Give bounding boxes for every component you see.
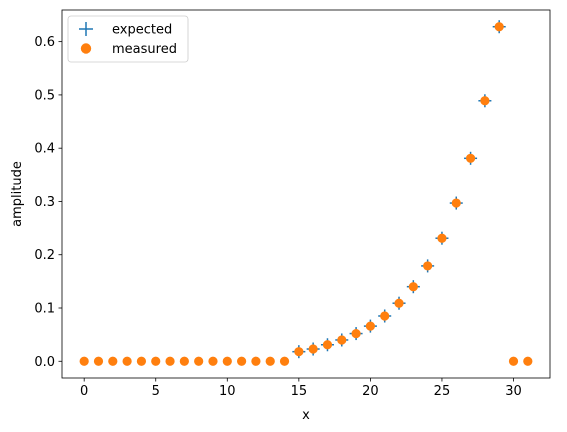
measured-point bbox=[408, 282, 418, 292]
y-tick-label: 0.3 bbox=[34, 195, 55, 210]
y-tick-label: 0.1 bbox=[34, 302, 55, 317]
measured-point bbox=[365, 321, 375, 331]
measured-point bbox=[380, 311, 390, 321]
measured-point bbox=[451, 198, 461, 208]
measured-point bbox=[151, 356, 161, 366]
legend-box bbox=[67, 15, 189, 63]
measured-point bbox=[308, 344, 318, 354]
measured-point bbox=[222, 356, 232, 366]
measured-point bbox=[508, 356, 519, 366]
y-tick-label: 0.4 bbox=[34, 142, 55, 157]
measured-point bbox=[122, 356, 132, 366]
y-tick-label: 0.0 bbox=[34, 355, 55, 370]
legend-expected-label: expected bbox=[112, 23, 172, 38]
measured-point bbox=[194, 356, 204, 366]
measured-point bbox=[251, 356, 261, 366]
measured-point bbox=[394, 298, 404, 308]
measured-point bbox=[494, 22, 504, 32]
legend: expected measured bbox=[67, 15, 189, 63]
x-tick-label: 20 bbox=[362, 384, 379, 399]
measured-point bbox=[279, 356, 290, 366]
y-axis-ticks: 0.0 0.1 0.2 0.3 0.4 0.5 0.6 bbox=[34, 35, 62, 370]
measured-point bbox=[294, 347, 304, 357]
measured-point bbox=[79, 356, 89, 366]
measured-point bbox=[93, 356, 104, 366]
measured-point bbox=[237, 356, 247, 366]
measured-point bbox=[208, 356, 218, 366]
legend-expected-marker bbox=[79, 22, 93, 36]
y-tick-label: 0.5 bbox=[34, 88, 55, 103]
measured-point bbox=[437, 233, 447, 243]
legend-measured-marker bbox=[80, 43, 92, 54]
measured-point bbox=[165, 356, 175, 366]
x-axis-label: x bbox=[302, 408, 310, 423]
measured-point bbox=[465, 153, 476, 163]
measured-point bbox=[265, 356, 275, 366]
measured-point bbox=[351, 328, 361, 339]
x-tick-label: 10 bbox=[219, 384, 236, 399]
x-axis-ticks: 0 5 10 15 20 25 30 bbox=[80, 378, 522, 399]
measured-point bbox=[480, 96, 490, 106]
y-axis-label: amplitude bbox=[10, 161, 25, 227]
measured-point bbox=[108, 356, 118, 366]
legend-measured-label: measured bbox=[112, 42, 177, 57]
measured-point bbox=[179, 356, 189, 366]
x-tick-label: 5 bbox=[152, 384, 160, 399]
x-tick-label: 30 bbox=[505, 384, 522, 399]
y-tick-label: 0.2 bbox=[34, 248, 55, 263]
plot-area-marks bbox=[79, 20, 533, 366]
x-tick-label: 0 bbox=[80, 384, 88, 399]
measured-point bbox=[523, 356, 533, 366]
measured-point bbox=[423, 261, 433, 271]
measured-point bbox=[337, 335, 347, 345]
y-tick-label: 0.6 bbox=[34, 35, 55, 50]
plot-frame bbox=[61, 9, 551, 379]
measured-point bbox=[322, 340, 333, 350]
measured-point bbox=[136, 356, 147, 366]
x-tick-label: 15 bbox=[291, 384, 308, 399]
x-tick-label: 25 bbox=[434, 384, 451, 399]
